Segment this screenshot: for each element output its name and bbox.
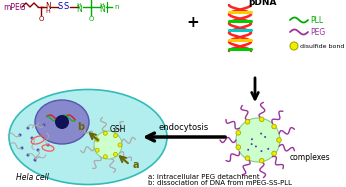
Circle shape [27,126,29,130]
Circle shape [113,134,118,138]
Circle shape [27,154,29,157]
Circle shape [236,118,280,162]
Text: N: N [76,4,82,13]
Text: b: dissociation of DNA from mPEG-SS-PLL: b: dissociation of DNA from mPEG-SS-PLL [148,180,292,186]
Circle shape [236,145,240,149]
Text: n: n [114,4,118,10]
Circle shape [103,155,107,159]
Circle shape [43,123,46,126]
Text: disulfide bond: disulfide bond [300,44,344,48]
Circle shape [46,143,49,146]
Circle shape [247,149,249,151]
Text: N: N [99,4,105,13]
Text: H: H [100,2,104,7]
Text: a: intracellular PEG detachment: a: intracellular PEG detachment [148,174,260,180]
Circle shape [36,148,39,151]
Circle shape [118,143,122,147]
Text: N: N [45,1,51,10]
Text: S: S [57,1,63,10]
Circle shape [277,138,281,142]
Circle shape [20,146,24,149]
Text: b: b [78,122,84,132]
Circle shape [18,134,21,137]
Circle shape [95,148,99,152]
Circle shape [245,119,250,124]
Ellipse shape [9,90,167,185]
Text: +: + [186,15,199,30]
Circle shape [260,133,262,135]
Circle shape [103,131,107,135]
Circle shape [267,148,269,150]
Circle shape [113,152,118,156]
Circle shape [260,158,264,163]
Circle shape [34,159,36,162]
Circle shape [55,115,69,129]
Text: PEG: PEG [310,27,325,36]
Text: complexes: complexes [290,154,331,163]
Text: GSH: GSH [110,125,126,134]
Circle shape [94,131,122,159]
Text: a: a [133,160,139,170]
Circle shape [261,150,263,152]
Text: Hela cell: Hela cell [16,174,48,183]
Circle shape [264,136,266,138]
Circle shape [30,137,34,140]
Circle shape [251,143,253,145]
Text: endocytosis: endocytosis [159,122,209,131]
Text: O: O [38,16,44,22]
Text: H: H [76,2,81,7]
Circle shape [260,117,264,122]
Text: O: O [88,16,94,22]
Circle shape [290,42,298,50]
Circle shape [251,138,253,140]
Text: pDNA: pDNA [248,0,276,7]
Text: mPEG: mPEG [3,2,26,11]
Ellipse shape [35,100,89,144]
Text: H: H [46,8,51,13]
Circle shape [245,156,250,160]
Text: S: S [63,1,69,10]
Circle shape [236,131,240,135]
Circle shape [272,151,276,156]
Circle shape [95,138,99,142]
Circle shape [272,124,276,129]
Text: PLL: PLL [310,16,323,24]
Circle shape [255,145,257,147]
